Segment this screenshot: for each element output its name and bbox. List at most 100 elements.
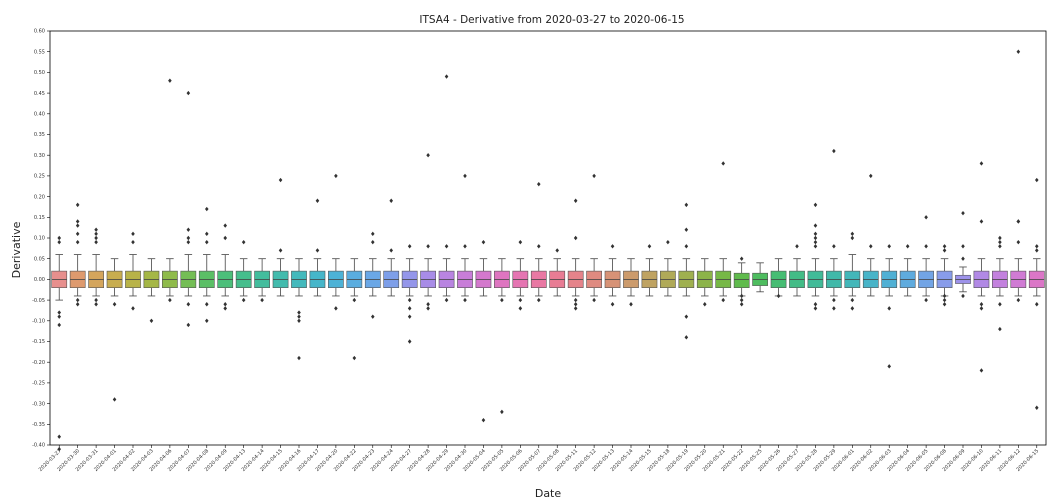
box-2020-05-04 xyxy=(475,239,492,423)
outlier-point xyxy=(389,248,394,253)
y-tick-label: 0.20 xyxy=(34,194,45,200)
outlier-point xyxy=(813,306,818,311)
y-tick-label: -0.25 xyxy=(32,381,45,387)
outlier-point xyxy=(592,297,596,303)
outlier-point xyxy=(352,297,357,303)
outlier-point xyxy=(426,306,430,311)
box-2020-05-06 xyxy=(512,239,529,311)
outlier-point xyxy=(57,239,62,245)
outlier-point xyxy=(979,219,984,224)
box-2020-05-18 xyxy=(660,239,676,297)
outlier-point xyxy=(186,302,191,307)
outlier-point xyxy=(536,297,541,303)
outlier-point xyxy=(1016,49,1021,54)
outlier-point xyxy=(924,244,928,249)
outlier-point xyxy=(979,161,984,166)
outlier-point xyxy=(813,239,818,245)
box-2020-06-12 xyxy=(1010,49,1027,303)
outlier-point xyxy=(610,244,615,249)
outlier-point xyxy=(721,161,726,166)
box-2020-04-28 xyxy=(420,153,436,311)
box-2020-04-01 xyxy=(106,258,123,402)
outlier-point xyxy=(1016,219,1021,224)
box-2020-06-10 xyxy=(973,161,990,373)
outlier-point xyxy=(961,256,965,261)
box-2020-06-09 xyxy=(955,210,971,299)
y-tick-label: 0.15 xyxy=(34,215,45,221)
outlier-point xyxy=(832,148,836,154)
box-2020-05-07 xyxy=(530,181,547,303)
y-axis-label: Derivative xyxy=(10,221,23,278)
box-2020-06-08 xyxy=(936,244,953,307)
box-2020-06-03 xyxy=(881,244,898,369)
outlier-point xyxy=(573,306,578,311)
outlier-point xyxy=(75,202,80,208)
outlier-point xyxy=(75,302,80,307)
box-2020-04-17 xyxy=(309,198,326,297)
box-2020-06-04 xyxy=(899,244,916,297)
y-tick-label: 0.30 xyxy=(34,153,45,159)
outlier-point xyxy=(223,235,228,241)
outlier-point xyxy=(573,297,578,303)
outlier-point xyxy=(813,235,818,241)
outlier-point xyxy=(573,302,578,307)
outlier-point xyxy=(998,302,1002,307)
outlier-point xyxy=(979,368,984,373)
x-axis-ticks: 2020-03-272020-03-302020-03-312020-04-01… xyxy=(38,445,1040,473)
outlier-point xyxy=(998,326,1002,332)
outlier-point xyxy=(536,244,541,249)
outlier-point xyxy=(297,318,301,323)
y-tick-label: 0.10 xyxy=(34,236,45,242)
chart-title: ITSA4 - Derivative from 2020-03-27 to 20… xyxy=(419,14,684,26)
outlier-point xyxy=(739,293,744,299)
outlier-point xyxy=(444,74,449,79)
y-tick-label: 0.60 xyxy=(34,29,45,35)
box-2020-05-14 xyxy=(623,258,639,307)
outlier-point xyxy=(57,446,62,452)
outlier-point xyxy=(75,223,80,228)
outlier-point xyxy=(426,153,430,158)
x-axis-label: Date xyxy=(535,487,562,500)
outlier-point xyxy=(297,314,301,319)
outlier-point xyxy=(942,244,947,249)
outlier-point xyxy=(702,302,707,307)
box-body xyxy=(733,272,750,288)
outlier-point xyxy=(112,397,117,402)
outlier-point xyxy=(979,302,984,307)
box-2020-05-05 xyxy=(494,258,510,415)
box-2020-06-15 xyxy=(1028,177,1045,410)
outlier-point xyxy=(94,227,98,232)
outlier-point xyxy=(407,339,412,344)
box-2020-03-27 xyxy=(51,235,68,452)
outlier-point xyxy=(223,223,228,228)
outlier-point xyxy=(739,302,744,307)
y-tick-label: -0.15 xyxy=(32,339,45,345)
outlier-point xyxy=(186,235,191,241)
outlier-point xyxy=(500,297,504,303)
outlier-point xyxy=(131,306,135,311)
outlier-point xyxy=(942,248,947,253)
y-tick-label: 0.00 xyxy=(34,277,45,283)
box-2020-05-08 xyxy=(549,248,566,297)
outlier-point xyxy=(278,248,283,253)
box-2020-05-13 xyxy=(604,244,621,307)
outlier-point xyxy=(112,302,117,307)
outlier-point xyxy=(666,239,670,245)
outlier-point xyxy=(684,202,689,208)
outlier-point xyxy=(444,244,449,249)
outlier-point xyxy=(481,239,486,245)
outlier-point xyxy=(204,206,209,212)
outlier-point xyxy=(998,239,1002,245)
box-2020-05-12 xyxy=(586,173,602,303)
outlier-point xyxy=(407,314,412,319)
outlier-point xyxy=(204,318,209,323)
y-tick-label: 0.25 xyxy=(34,174,45,180)
outlier-point xyxy=(647,244,652,249)
outlier-point xyxy=(850,231,855,237)
outlier-point xyxy=(370,239,375,245)
box-2020-06-11 xyxy=(992,235,1008,332)
outlier-point xyxy=(887,364,892,369)
outlier-point xyxy=(481,417,486,423)
box-2020-05-22 xyxy=(733,256,750,307)
outlier-point xyxy=(352,355,357,361)
